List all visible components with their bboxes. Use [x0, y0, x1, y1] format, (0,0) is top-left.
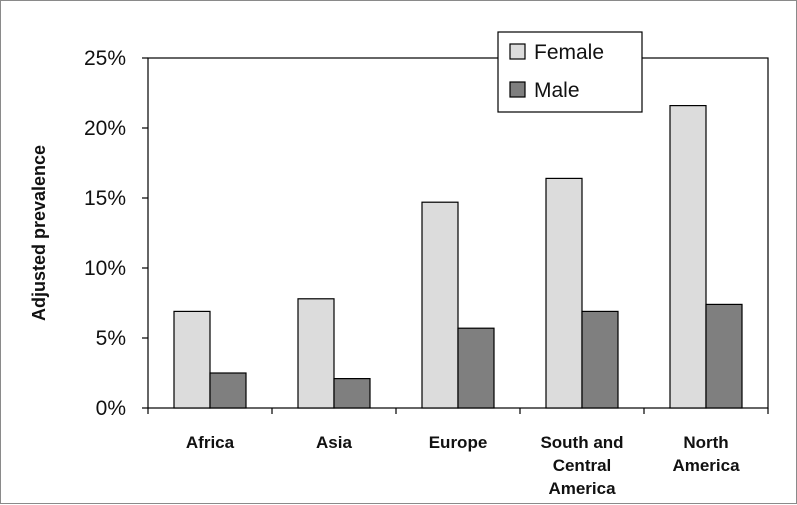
y-ticks: 0% 5% 10% 15% 20% 25% [84, 47, 148, 420]
x-category-label: South and Central America [540, 433, 623, 498]
bar-male-0 [209, 372, 247, 409]
y-tick-label: 25% [84, 47, 126, 70]
x-categories: Africa Asia Europe South and Central America N… [186, 433, 740, 498]
y-tick-label: 5% [96, 327, 126, 350]
bar-male-2 [457, 327, 495, 409]
legend-swatch-female [509, 43, 526, 60]
legend-label-female: Female [534, 41, 604, 64]
bars [173, 104, 743, 409]
y-tick-label: 0% [96, 397, 126, 420]
bar-female-0 [173, 310, 211, 409]
bar-male-1 [333, 378, 371, 409]
legend: Female Male [497, 31, 643, 113]
x-category-label: North America [672, 433, 740, 475]
y-axis-label: Adjusted prevalence [29, 145, 49, 321]
bar-female-2 [421, 201, 459, 409]
bar-female-3 [545, 177, 583, 409]
y-tick-label: 20% [84, 117, 126, 140]
bar-male-4 [705, 303, 743, 409]
x-category-label: Europe [429, 433, 488, 452]
bar-female-1 [297, 298, 335, 409]
legend-label-male: Male [534, 79, 580, 102]
bar-male-3 [581, 310, 619, 409]
y-tick-label: 10% [84, 257, 126, 280]
x-category-label: Africa [186, 433, 235, 452]
y-tick-label: 15% [84, 187, 126, 210]
x-category-label: Asia [316, 433, 352, 452]
bar-female-4 [669, 104, 707, 409]
legend-swatch-male [509, 81, 526, 98]
